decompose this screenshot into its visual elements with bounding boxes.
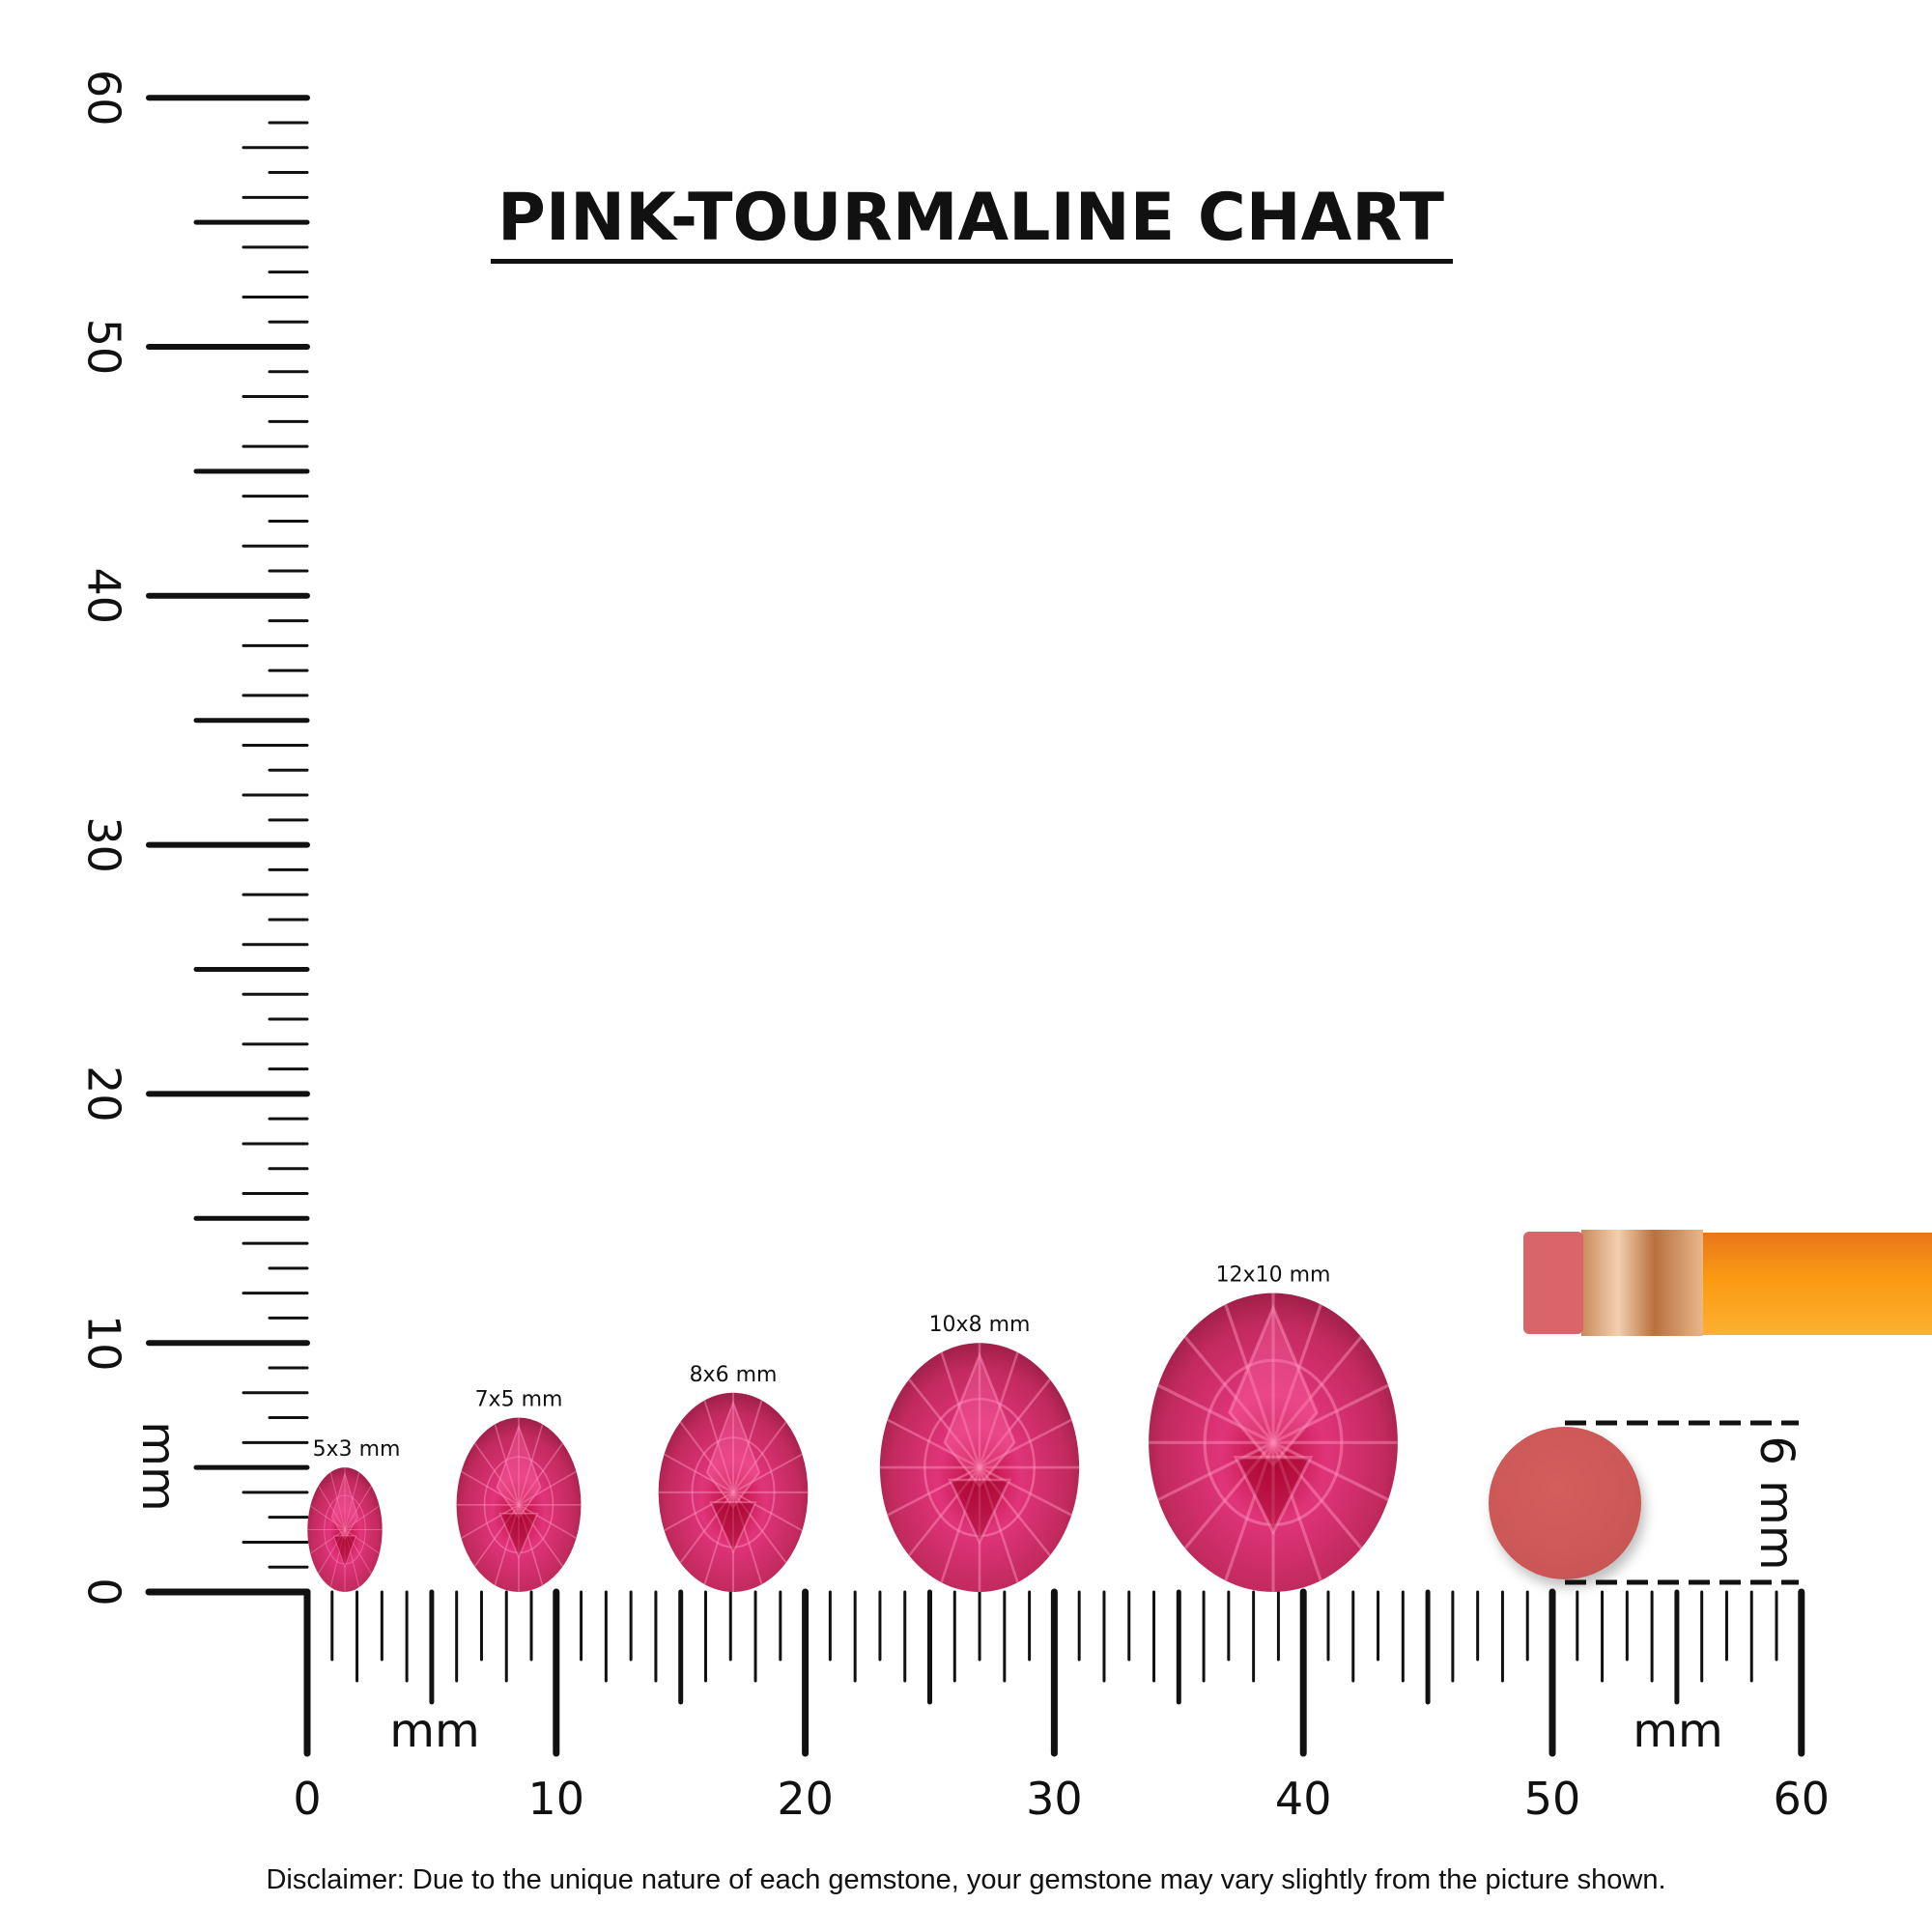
pencil-image [1523, 1230, 1932, 1336]
x-tick-label: 20 [777, 1773, 834, 1825]
gem-10x8-mm: 10x8 mm [879, 1313, 1080, 1592]
gem-size-label: 10x8 mm [929, 1313, 1031, 1337]
gem-oval [456, 1417, 582, 1592]
y-tick-label: 0 [78, 1577, 130, 1605]
y-tick-label: 10 [78, 1315, 130, 1372]
pencil-eraser [1523, 1232, 1583, 1334]
x-tick-label: 10 [528, 1773, 585, 1825]
y-tick-label: 20 [78, 1065, 130, 1122]
y-tick-label: 50 [78, 319, 130, 376]
horizontal-unit-label-right: mm [1633, 1704, 1723, 1758]
gem-facets [658, 1392, 809, 1592]
gem-7x5-mm: 7x5 mm [456, 1388, 582, 1592]
x-tick-label: 30 [1026, 1773, 1083, 1825]
gem-facets [456, 1417, 582, 1592]
x-tick-label: 40 [1275, 1773, 1332, 1825]
title-underline [491, 259, 1453, 264]
pencil-ferrule [1581, 1230, 1703, 1336]
gem-facets [1149, 1293, 1398, 1592]
gem-oval [307, 1467, 383, 1593]
y-tick-label: 40 [78, 568, 130, 625]
horizontal-unit-label: mm [389, 1704, 480, 1758]
gem-8x6-mm: 8x6 mm [658, 1363, 809, 1592]
x-tick-label: 0 [293, 1773, 321, 1825]
gem-facets [307, 1467, 383, 1592]
gem-facets [879, 1343, 1080, 1592]
x-tick-label: 60 [1774, 1773, 1831, 1825]
gem-oval [879, 1343, 1080, 1592]
pencil-body [1700, 1233, 1932, 1335]
gem-row: 5x3 mm 7x5 mm 8x6 mm 10x8 mm 12x10 mm [307, 1264, 1398, 1593]
eraser-reference-circle [1489, 1427, 1641, 1579]
gem-size-label: 8x6 mm [690, 1363, 778, 1387]
y-tick-label: 30 [78, 816, 130, 873]
gem-size-label: 12x10 mm [1216, 1264, 1331, 1288]
chart-title: PINK-TOURMALINE CHART [497, 180, 1445, 256]
horizontal-ruler: 0 10 20 30 40 50 60 [145, 1588, 1831, 1825]
vertical-ruler: 0 10 20 30 40 50 60 [78, 70, 310, 1606]
gem-12x10-mm: 12x10 mm [1149, 1264, 1398, 1592]
x-tick-label: 50 [1524, 1773, 1581, 1825]
gem-size-label: 7x5 mm [475, 1388, 563, 1412]
gem-oval [1149, 1293, 1398, 1592]
gem-5x3-mm: 5x3 mm [307, 1437, 401, 1593]
disclaimer-text: Disclaimer: Due to the unique nature of … [266, 1864, 1665, 1895]
gem-oval [658, 1392, 809, 1592]
vertical-unit-label: mm [131, 1421, 185, 1512]
eraser-size-label: 6 mm [1749, 1435, 1804, 1570]
y-tick-label: 60 [78, 70, 130, 127]
gem-size-label: 5x3 mm [313, 1437, 401, 1462]
